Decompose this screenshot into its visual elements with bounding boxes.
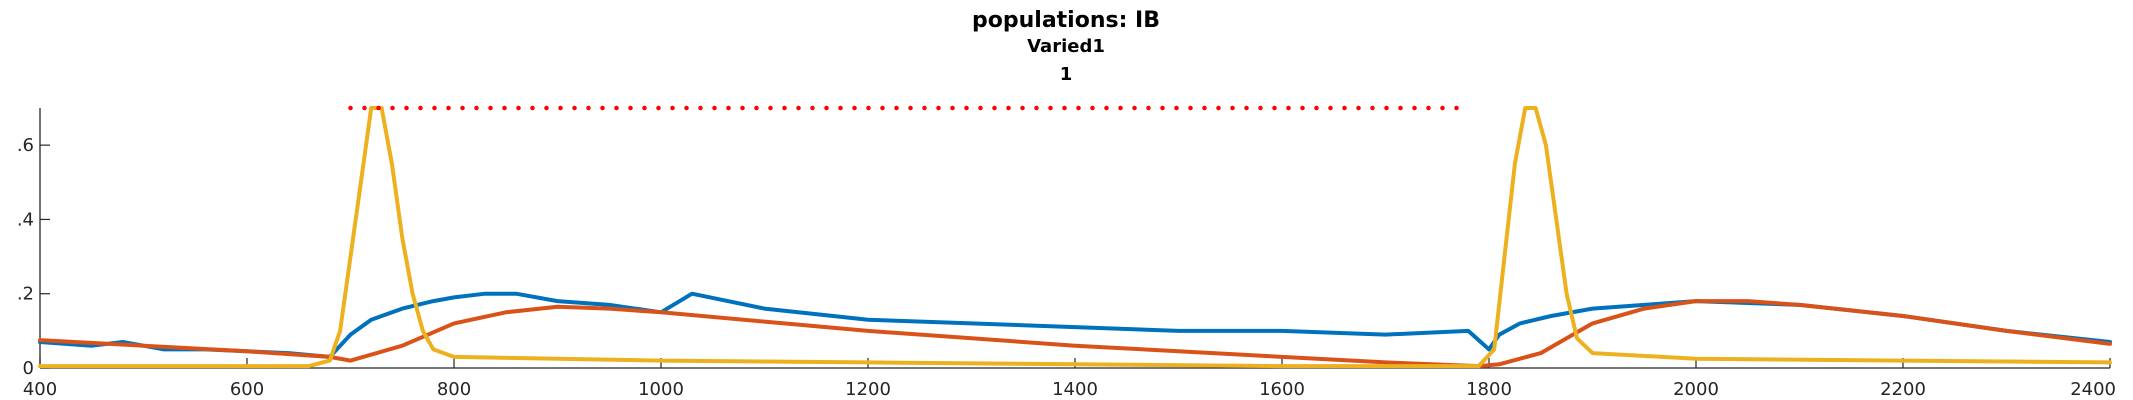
chart-subtitle: Varied1: [1027, 36, 1105, 57]
x-tick-label: 600: [230, 379, 264, 400]
series-line-3: [38, 106, 2112, 369]
y-tick-label: .4: [17, 209, 34, 230]
x-tick-label: 1600: [1259, 379, 1305, 400]
chart-title: populations: IB: [972, 8, 1160, 33]
x-tick-label: 1000: [638, 379, 684, 400]
x-tick-label: 1200: [845, 379, 891, 400]
series-line-2: [38, 299, 2112, 369]
y-tick-label: 0: [23, 358, 34, 379]
x-tick-label: 2000: [1673, 379, 1719, 400]
axes: 400 600 800 1000 1200 1400 1600 1800 2000 2200 240…: [17, 108, 2116, 400]
plot-area: [38, 105, 2112, 369]
x-tick-label: 1800: [1466, 379, 1512, 400]
x-tick-label: 400: [23, 379, 57, 400]
x-tick-label: 2200: [1880, 379, 1926, 400]
x-tick-label: 800: [437, 379, 471, 400]
x-tick-label: 1400: [1052, 379, 1098, 400]
chart-subtitle-2: 1: [1060, 64, 1073, 85]
y-tick-label: .6: [17, 135, 34, 156]
y-tick-label: .2: [17, 284, 34, 305]
x-tick-label: 2400: [2070, 379, 2116, 400]
